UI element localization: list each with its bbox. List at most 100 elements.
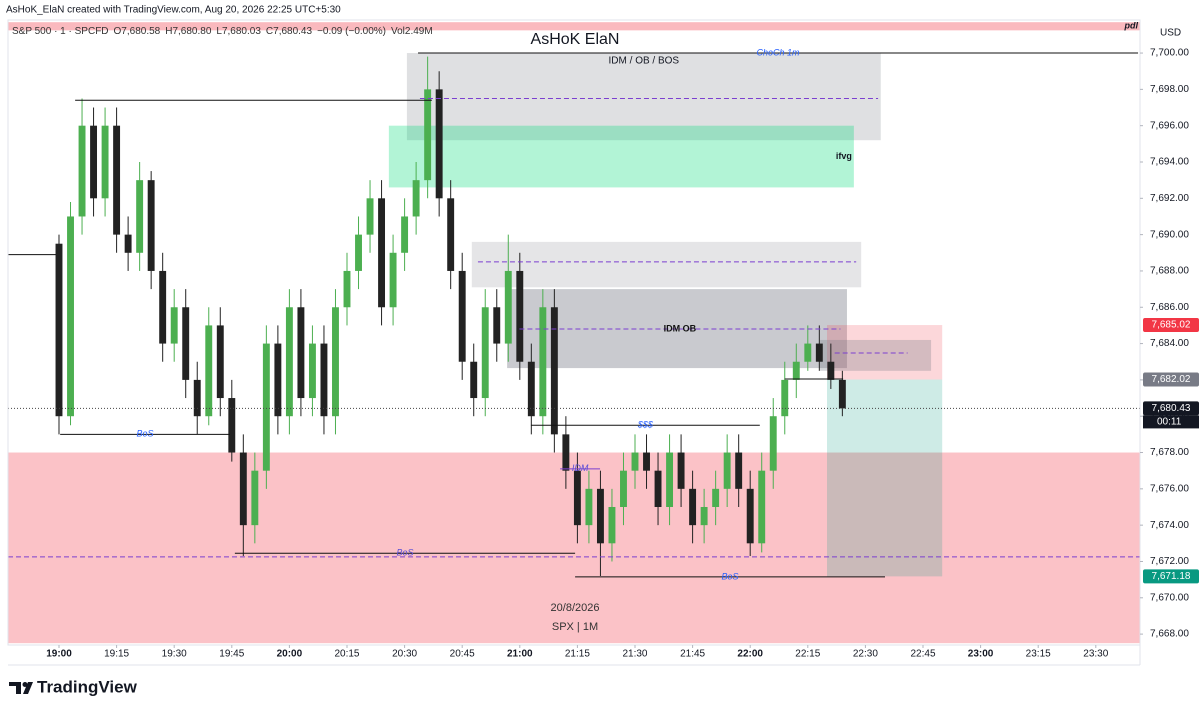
zone-label: IDM / OB / BOS <box>609 56 680 67</box>
candle-body <box>827 361 835 380</box>
price-label: 7,685.02 <box>1152 320 1191 331</box>
candle-body <box>758 470 766 544</box>
x-tick-label: 19:00 <box>46 649 72 660</box>
y-tick-label: 7,678.00 <box>1150 447 1189 458</box>
candle-body <box>527 361 535 417</box>
candle-body <box>274 343 282 417</box>
zone <box>820 339 932 371</box>
candle-body <box>792 361 800 380</box>
candle-body <box>101 125 109 199</box>
legend-item: Vol2.49M <box>391 26 433 37</box>
zone-label: pdl <box>1124 21 1139 31</box>
x-tick-label: 20:00 <box>277 649 303 660</box>
candle-body <box>562 434 570 471</box>
candle-body <box>67 216 74 417</box>
y-tick-label: 7,694.00 <box>1150 157 1189 168</box>
zone <box>388 125 854 188</box>
candle-body <box>781 379 789 417</box>
candle-body <box>297 307 305 399</box>
candle-body <box>643 452 650 471</box>
candle-body <box>412 180 420 217</box>
zone <box>826 379 943 577</box>
logo-mark <box>9 682 21 694</box>
candle-body <box>689 488 697 526</box>
candle-body <box>389 252 397 308</box>
logo-mark <box>23 682 33 694</box>
candle-body <box>285 307 293 417</box>
candle-body <box>320 343 328 417</box>
candle-body <box>746 488 754 544</box>
candle-body <box>435 89 443 199</box>
candle-body <box>205 325 213 417</box>
x-tick-label: 21:30 <box>622 649 647 660</box>
y-tick-label: 7,696.00 <box>1150 120 1189 131</box>
candles <box>55 56 846 576</box>
candle-body <box>596 488 604 544</box>
y-tick-label: 7,692.00 <box>1150 193 1189 204</box>
candle-body <box>124 234 132 253</box>
candle-body <box>193 379 201 417</box>
candle-body <box>838 379 846 409</box>
legend-item: H7,680.80 <box>165 26 212 37</box>
brand: TradingView <box>37 677 138 696</box>
y-tick-label: 7,700.00 <box>1150 48 1189 59</box>
candle-body <box>631 452 639 471</box>
currency: USD <box>1160 28 1181 39</box>
credit: AsHoK_ElaN created with TradingView.com,… <box>6 5 341 16</box>
y-tick-label: 7,690.00 <box>1150 229 1189 240</box>
candle-body <box>700 506 708 526</box>
candle-body <box>504 270 512 344</box>
candle-body <box>308 343 316 399</box>
legend-item: −0.09 (−0.00%) <box>317 26 386 37</box>
candle-body <box>424 89 432 181</box>
price-badge <box>1143 318 1199 333</box>
candle-body <box>677 452 685 489</box>
candle-body <box>147 180 155 271</box>
x-tick-label: 22:30 <box>853 649 878 660</box>
candle-body <box>458 270 466 362</box>
x-tick-label: 22:45 <box>910 649 935 660</box>
candle-body <box>470 361 478 399</box>
candle-body <box>170 307 178 344</box>
price-badge <box>1143 401 1199 416</box>
candle-body <box>620 470 627 507</box>
candle-body <box>481 307 489 399</box>
candle-body <box>550 307 558 435</box>
x-tick-label: 23:15 <box>1026 649 1051 660</box>
watermark: 20/8/2026 <box>551 602 600 614</box>
candle-body <box>90 125 98 199</box>
brand-logo <box>9 682 33 694</box>
candle-body <box>815 343 823 362</box>
candle-body <box>378 198 386 308</box>
level-label: $$$ <box>637 420 654 430</box>
candle-body <box>228 398 236 453</box>
y-tick-label: 7,672.00 <box>1150 556 1189 567</box>
y-tick-label: 7,676.00 <box>1150 483 1189 494</box>
zone <box>471 241 862 288</box>
candle-body <box>239 452 247 526</box>
countdown-label: 00:11 <box>1157 417 1182 428</box>
x-tick-label: 19:45 <box>219 649 244 660</box>
zone <box>826 325 943 380</box>
candle-body <box>355 234 362 271</box>
y-tick-label: 7,698.00 <box>1150 84 1189 95</box>
candle-body <box>55 243 63 417</box>
candle-body <box>723 452 731 489</box>
zone <box>406 53 881 141</box>
candle-body <box>262 343 270 471</box>
candle-body <box>447 198 455 271</box>
candle-body <box>573 470 581 526</box>
price-label: 7,671.18 <box>1152 571 1191 582</box>
price-badge <box>1143 372 1199 387</box>
plot-area <box>8 22 1140 644</box>
y-tick-label: 7,684.00 <box>1150 338 1189 349</box>
chart-title: AsHoK ElaN <box>531 31 620 48</box>
x-tick-label: 23:30 <box>1083 649 1108 660</box>
candle-body <box>585 488 593 526</box>
price-label: 7,680.43 <box>1152 403 1191 414</box>
candle-body <box>113 125 121 235</box>
candle-body <box>539 307 547 417</box>
level-label: IDM OB <box>664 323 697 333</box>
candle-body <box>251 470 259 526</box>
